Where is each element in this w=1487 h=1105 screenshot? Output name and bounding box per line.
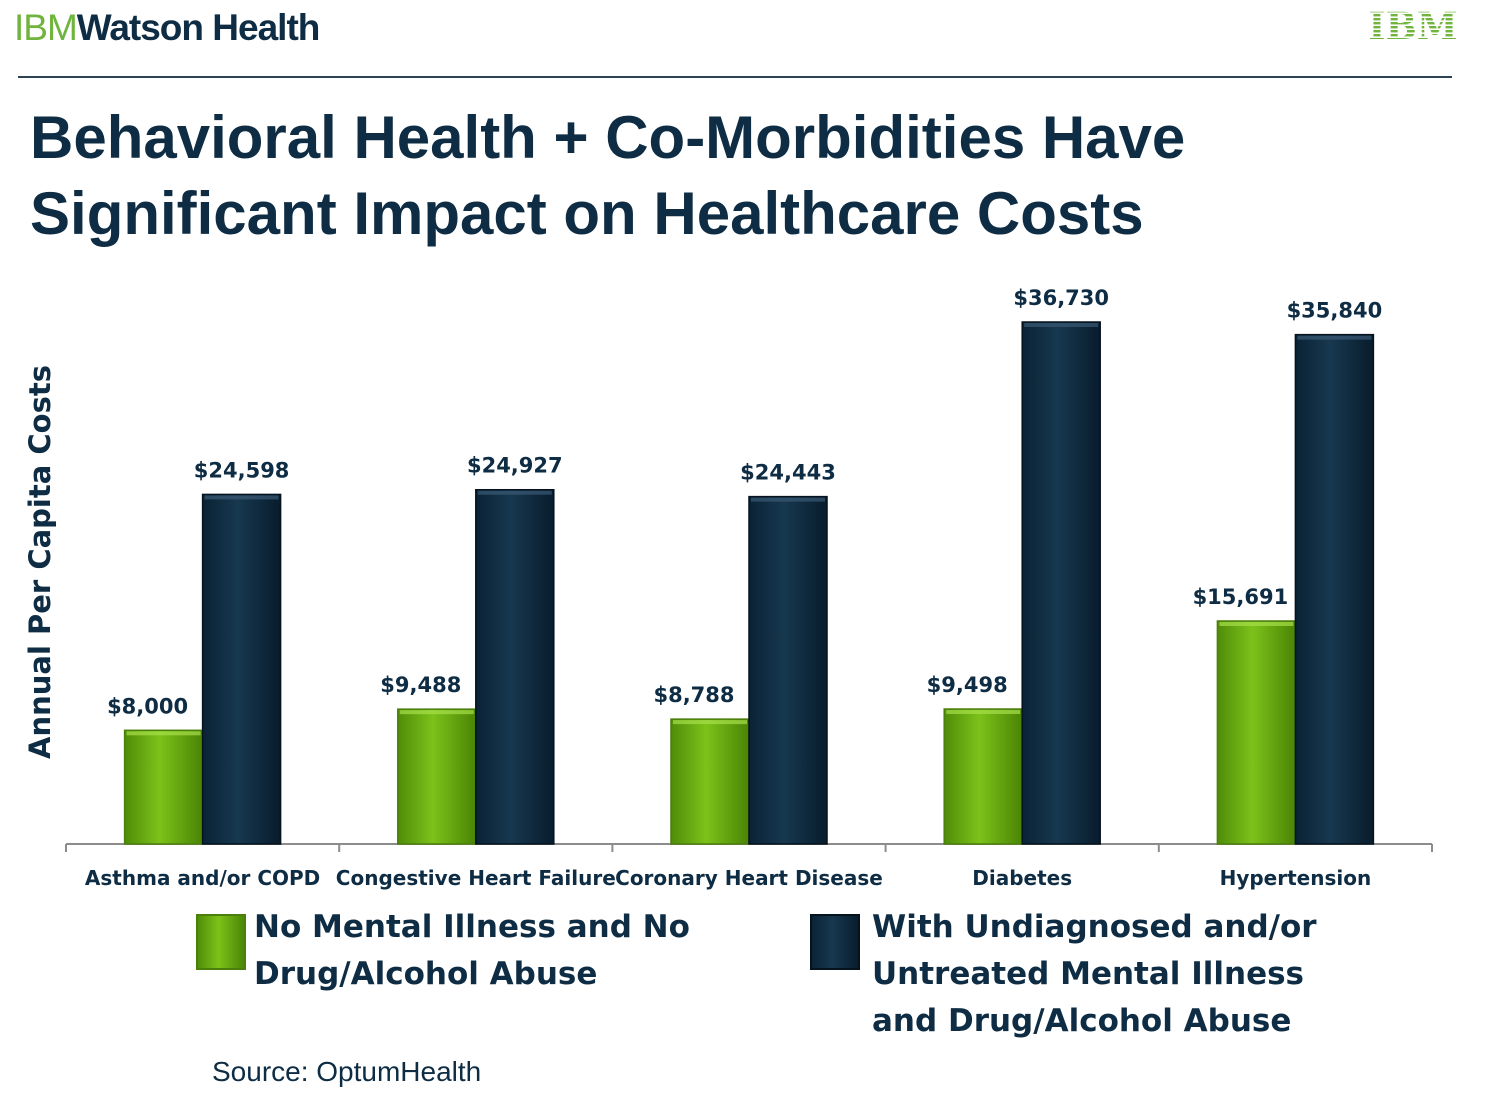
bar-with-mental-illness [201,493,282,845]
title-line-2: Significant Impact on Healthcare Costs [30,180,1144,247]
bar-value-label: $9,498 [927,673,1008,697]
brand-ibm-text: IBM [14,7,78,48]
brand-watson-health-text: Watson Health [76,7,321,48]
bar-value-label: $24,927 [467,454,563,478]
x-tick-label: Coronary Heart Disease [615,866,883,890]
bar-top-highlight [204,495,279,500]
title-line-1: Behavioral Health + Co-Morbidities Have [30,104,1186,171]
bar-value-label: $8,788 [653,683,734,707]
legend-swatch-navy [810,914,860,970]
bar-top-highlight [126,731,201,736]
bar-top-highlight [751,497,825,502]
source-note: Source: OptumHealth [212,1056,482,1087]
bar-value-label: $24,443 [740,461,836,485]
bar-with-mental-illness [1294,333,1375,845]
bar-with-mental-illness [1021,321,1101,845]
bar-no-mental-illness [397,708,477,845]
header-divider [18,76,1452,78]
bar-no-mental-illness [670,718,750,845]
legend-green-line-2: Drug/Alcohol Abuse [254,956,598,992]
y-axis-label: Annual Per Capita Costs [23,365,57,759]
bar-value-label: $24,598 [194,458,290,482]
bar-top-highlight [673,720,747,725]
bar-no-mental-illness [943,708,1023,845]
x-tick-label: Hypertension [1220,866,1372,890]
legend-label-green: No Mental Illness and No Drug/Alcohol Ab… [254,904,690,998]
ibm-logo: IBM [1368,6,1458,46]
bar-no-mental-illness [123,729,204,845]
legend-label-navy: With Undiagnosed and/or Untreated Mental… [872,904,1317,1045]
legend-swatch-green [196,914,246,970]
legend-navy-line-2: Untreated Mental Illness [872,956,1305,992]
bar-top-highlight [1297,335,1372,340]
x-tick-label: Congestive Heart Failure [336,866,616,890]
bar-value-label: $8,000 [107,694,188,718]
bar-value-label: $35,840 [1287,299,1383,323]
bar-top-highlight [946,710,1021,715]
bar-value-label: $9,488 [380,673,461,697]
bar-top-highlight [1219,622,1294,627]
legend-navy-line-1: With Undiagnosed and/or [872,909,1317,945]
brand-wordmark: IBMWatson Health [14,6,321,50]
legend-navy-line-3: and Drug/Alcohol Abuse [872,1003,1292,1039]
bar-value-label: $15,691 [1193,585,1289,609]
bar-with-mental-illness [748,495,828,845]
page-title: Behavioral Health + Co-Morbidities Have … [30,100,1430,252]
bar-value-label: $36,730 [1013,286,1109,310]
bar-with-mental-illness [475,488,555,845]
x-tick-label: Asthma and/or COPD [85,866,320,890]
legend-green-line-1: No Mental Illness and No [254,909,690,945]
x-tick-label: Diabetes [972,866,1072,890]
bar-top-highlight [399,710,474,715]
bar-no-mental-illness [1216,620,1297,845]
bar-top-highlight [477,490,552,495]
ibm-logo-text: IBM [1368,6,1458,46]
bar-top-highlight [1024,323,1099,327]
